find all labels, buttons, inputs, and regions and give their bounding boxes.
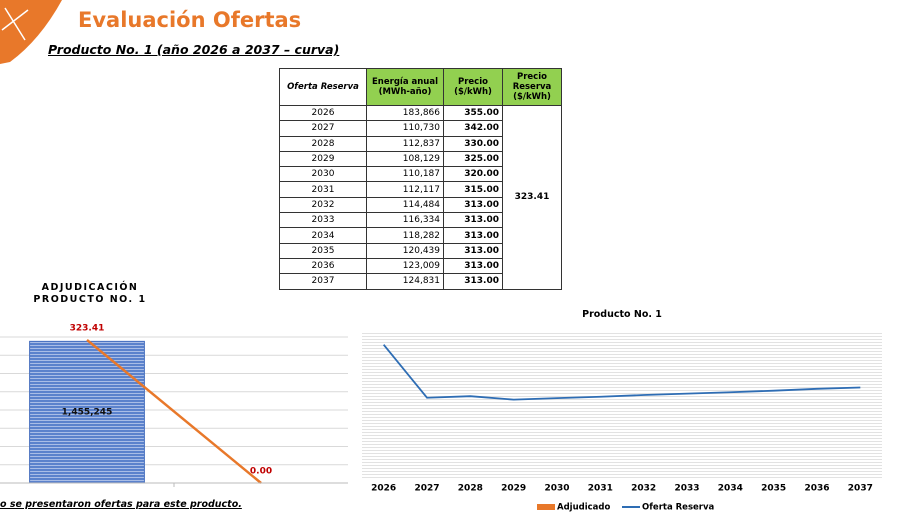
- column-header: Precio ($/kWh): [443, 68, 503, 106]
- reserve-price: 323.41: [502, 105, 562, 290]
- column-header: Precio Reserva ($/kWh): [502, 68, 562, 106]
- legend-swatch: [537, 504, 555, 510]
- legend-label: Adjudicado: [557, 503, 610, 513]
- table-cell: 313.00: [443, 212, 503, 229]
- x-tick-label: 2026: [371, 484, 396, 494]
- table-cell: 2028: [279, 135, 367, 152]
- x-tick-label: 2027: [414, 484, 439, 494]
- x-tick-label: 2035: [761, 484, 786, 494]
- table-cell: 313.00: [443, 242, 503, 259]
- table-cell: 2032: [279, 196, 367, 214]
- table-cell: 2026: [279, 104, 367, 122]
- line: [86, 338, 262, 484]
- chart-title: Producto No. 1: [582, 309, 662, 320]
- x-tick-label: 2033: [674, 484, 699, 494]
- table-row: 2027 110,730 342.00: [279, 120, 562, 137]
- line: [382, 344, 861, 401]
- table-cell: 112,837: [366, 135, 444, 152]
- table-cell: 342.00: [443, 120, 503, 137]
- table-cell: 2037: [279, 273, 367, 290]
- table-cell: 183,866: [366, 104, 444, 122]
- x-tick-label: 2034: [718, 484, 743, 494]
- footnote: o se presentaron ofertas para este produ…: [0, 499, 242, 510]
- offers-table: Oferta Reserva Energía anual (MWh-año) Pre…: [279, 68, 562, 290]
- table-cell: 114,484: [366, 196, 444, 214]
- table-cell: 325.00: [443, 150, 503, 168]
- table-cell: 313.00: [443, 273, 503, 290]
- bar: [29, 340, 145, 484]
- x-tick-label: 2029: [501, 484, 526, 494]
- table-cell: 118,282: [366, 227, 444, 244]
- table-cell: 330.00: [443, 135, 503, 152]
- table-cell: 2027: [279, 120, 367, 137]
- data-label: 1,455,245: [62, 408, 113, 418]
- table-row: 2026 183,866 355.00 323.41: [279, 104, 562, 290]
- x-tick-label: 2031: [588, 484, 613, 494]
- table-cell: 124,831: [366, 273, 444, 290]
- table-cell: 2035: [279, 242, 367, 259]
- table-cell: 313.00: [443, 227, 503, 244]
- data-label: 0.00: [250, 467, 272, 477]
- table-row: 2034 118,282 313.00: [279, 227, 562, 244]
- x-tick-label: 2028: [458, 484, 483, 494]
- table-row: 2037 124,831 313.00: [279, 273, 562, 290]
- table-row: 2036 123,009 313.00: [279, 257, 562, 275]
- table-cell: 320.00: [443, 166, 503, 183]
- x-tick-label: 2030: [544, 484, 569, 494]
- table-cell: 315.00: [443, 181, 503, 198]
- table-row: 2031 112,117 315.00: [279, 181, 562, 198]
- table-row: 2035 120,439 313.00: [279, 242, 562, 259]
- table-cell: 123,009: [366, 257, 444, 275]
- column-header: Oferta Reserva: [279, 68, 367, 106]
- table-cell: 2030: [279, 166, 367, 183]
- table-row: 2032 114,484 313.00: [279, 196, 562, 214]
- title: Evaluación Ofertas: [78, 8, 302, 32]
- legend-label: Oferta Reserva: [642, 503, 715, 513]
- chart-title: ADJUDICACIÓN PRODUCTO NO. 1: [33, 282, 147, 305]
- table-cell: 110,187: [366, 166, 444, 183]
- table-cell: 355.00: [443, 104, 503, 122]
- table-cell: 112,117: [366, 181, 444, 198]
- table-cell: 110,730: [366, 120, 444, 137]
- x-tick-label: 2032: [631, 484, 656, 494]
- data-label: 323.41: [70, 323, 105, 333]
- table-cell: 313.00: [443, 196, 503, 214]
- logo: [0, 0, 62, 64]
- table-cell: 108,129: [366, 150, 444, 168]
- table-row: 2029 108,129 325.00: [279, 150, 562, 168]
- x-tick-label: 2036: [804, 484, 829, 494]
- subtitle: Producto No. 1 (año 2026 a 2037 – curva): [48, 42, 340, 57]
- table-cell: 2034: [279, 227, 367, 244]
- column-header: Energía anual (MWh-año): [366, 68, 444, 106]
- table-cell: 120,439: [366, 242, 444, 259]
- table-cell: 2031: [279, 181, 367, 198]
- table-cell: 313.00: [443, 257, 503, 275]
- table-cell: 116,334: [366, 212, 444, 229]
- table-cell: 2036: [279, 257, 367, 275]
- x-tick-label: 2037: [848, 484, 873, 494]
- plot-background: [362, 333, 882, 478]
- table-cell: 2029: [279, 150, 367, 168]
- logo-mark: [1, 7, 29, 41]
- table-cell: 2033: [279, 212, 367, 229]
